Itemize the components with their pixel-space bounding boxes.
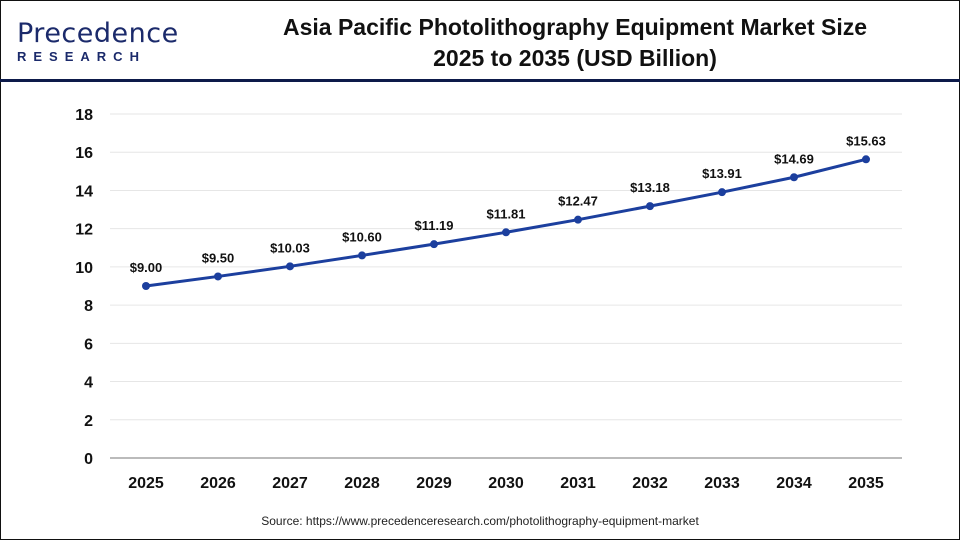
- y-tick-label: 14: [75, 183, 93, 200]
- x-tick-label: 2034: [776, 475, 812, 492]
- y-tick-label: 18: [75, 107, 93, 124]
- title-line-1: Asia Pacific Photolithography Equipment …: [282, 14, 868, 40]
- y-tick-label: 10: [75, 260, 93, 277]
- data-point: [718, 188, 726, 197]
- data-label: $10.60: [342, 229, 382, 244]
- data-label: $9.00: [130, 260, 163, 275]
- data-label: $9.50: [202, 250, 235, 265]
- y-tick-label: 4: [84, 375, 93, 392]
- data-point: [214, 272, 222, 281]
- y-tick-label: 12: [75, 222, 93, 239]
- data-label: $13.18: [630, 180, 670, 195]
- logo-sub-text: RESEARCH: [17, 49, 146, 64]
- logo: Precedence RESEARCH: [17, 18, 179, 65]
- logo-main-text: Precedence: [17, 18, 179, 49]
- y-tick-label: 6: [84, 336, 93, 353]
- x-tick-label: 2029: [416, 475, 452, 492]
- x-tick-label: 2027: [272, 475, 308, 492]
- x-tick-label: 2033: [704, 475, 740, 492]
- x-tick-label: 2032: [632, 475, 668, 492]
- data-point: [790, 173, 798, 182]
- x-tick-label: 2028: [344, 475, 380, 492]
- x-tick-label: 2025: [128, 475, 164, 492]
- data-point: [286, 262, 294, 271]
- data-label: $15.63: [846, 133, 886, 148]
- title-line-2: 2025 to 2035 (USD Billion): [433, 45, 717, 71]
- y-tick-label: 2: [84, 413, 93, 430]
- y-tick-label: 8: [84, 298, 93, 315]
- chart-title: Asia Pacific Photolithography Equipment …: [200, 12, 950, 74]
- data-point: [358, 251, 366, 260]
- source-text: Source: https://www.precedenceresearch.c…: [261, 514, 699, 528]
- data-point: [142, 282, 150, 290]
- data-label: $11.19: [414, 218, 453, 233]
- data-label: $12.47: [558, 194, 598, 209]
- data-label: $14.69: [774, 151, 814, 166]
- data-point: [862, 155, 870, 164]
- x-tick-label: 2035: [848, 475, 884, 492]
- y-tick-label: 16: [75, 145, 93, 162]
- data-label: $10.03: [270, 240, 310, 255]
- data-point: [502, 228, 510, 237]
- data-point: [430, 240, 438, 249]
- data-label: $11.81: [486, 206, 525, 221]
- data-point: [646, 202, 654, 211]
- x-tick-label: 2031: [560, 475, 596, 492]
- data-point: [574, 215, 582, 224]
- header-divider: [0, 79, 960, 82]
- x-tick-label: 2030: [488, 475, 524, 492]
- data-label: $13.91: [702, 166, 742, 181]
- y-tick-label: 0: [84, 451, 93, 468]
- x-tick-label: 2026: [200, 475, 236, 492]
